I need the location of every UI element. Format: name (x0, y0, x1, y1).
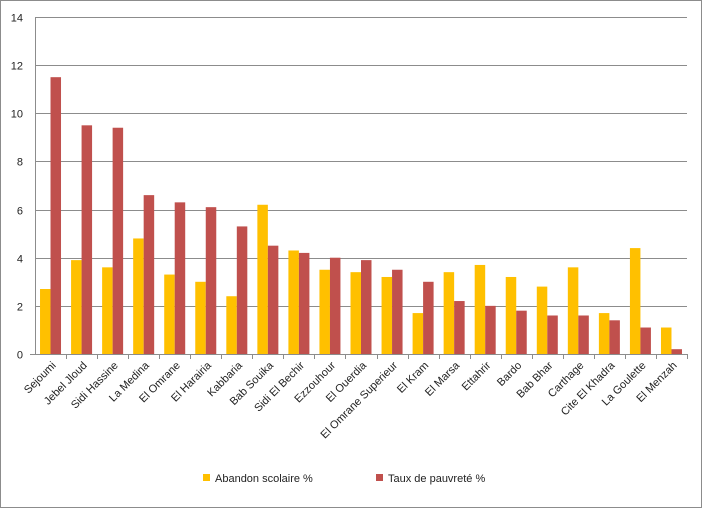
x-tick-label: Cite El Khadra (559, 359, 618, 418)
x-tick-label: Bardo (495, 360, 524, 389)
bar-taux-pauvrete-2 (112, 127, 124, 354)
axes (30, 17, 688, 359)
bar-taux-pauvrete-7 (267, 245, 279, 354)
bar-taux-pauvrete-1 (81, 125, 93, 354)
bar-taux-pauvrete-10 (361, 260, 372, 354)
y-tick-label: 10 (11, 109, 23, 121)
bar-taux-pauvrete-15 (516, 310, 527, 354)
bar-abandon-scolaire-18 (598, 313, 610, 354)
bar-abandon-scolaire-14 (474, 264, 486, 354)
legend-swatch-1 (376, 474, 383, 481)
bar-abandon-scolaire-0 (40, 289, 51, 354)
legend-swatch-0 (203, 474, 210, 481)
bar-abandon-scolaire-10 (350, 272, 361, 354)
bar-taux-pauvrete-9 (329, 257, 341, 354)
bar-abandon-scolaire-11 (381, 276, 393, 354)
bar-abandon-scolaire-15 (505, 276, 517, 354)
bar-taux-pauvrete-17 (578, 315, 589, 354)
y-tick-label: 8 (17, 157, 23, 169)
bar-abandon-scolaire-6 (226, 296, 237, 354)
bar-taux-pauvrete-8 (298, 252, 310, 354)
bar-abandon-scolaire-1 (71, 260, 82, 354)
bar-abandon-scolaire-5 (195, 281, 206, 354)
bar-taux-pauvrete-11 (392, 269, 403, 354)
bar-taux-pauvrete-19 (640, 327, 651, 354)
x-tick-label: Ettahrir (460, 359, 494, 393)
bar-abandon-scolaire-20 (660, 327, 672, 354)
x-tick-label: El Marsa (423, 359, 463, 399)
legend-label-1: Taux de pauvreté % (388, 473, 485, 485)
bar-taux-pauvrete-13 (454, 301, 465, 354)
bar-taux-pauvrete-4 (174, 202, 186, 354)
bar-taux-pauvrete-16 (547, 315, 558, 354)
bar-abandon-scolaire-13 (443, 272, 455, 354)
legend-label-0: Abandon scolaire % (215, 473, 313, 485)
bar-abandon-scolaire-4 (164, 274, 175, 354)
bar-abandon-scolaire-17 (567, 267, 579, 354)
bar-taux-pauvrete-6 (236, 226, 248, 354)
bar-taux-pauvrete-14 (485, 305, 496, 354)
bar-taux-pauvrete-5 (205, 207, 217, 354)
bar-abandon-scolaire-16 (536, 286, 548, 354)
y-tick-label: 0 (17, 350, 23, 362)
y-tick-label: 14 (11, 13, 23, 25)
bar-taux-pauvrete-3 (143, 195, 155, 354)
bar-abandon-scolaire-12 (412, 313, 424, 354)
y-tick-label: 4 (17, 254, 23, 266)
bar-taux-pauvrete-20 (671, 349, 682, 354)
bar-abandon-scolaire-19 (629, 248, 641, 354)
bars (40, 77, 682, 355)
y-tick-label: 2 (17, 302, 23, 314)
bar-taux-pauvrete-0 (50, 77, 62, 355)
bar-abandon-scolaire-7 (257, 204, 268, 354)
bar-abandon-scolaire-3 (133, 238, 144, 354)
bar-abandon-scolaire-9 (319, 269, 330, 354)
bar-taux-pauvrete-18 (609, 320, 620, 354)
bar-abandon-scolaire-2 (102, 267, 113, 354)
y-tick-labels: 0 2 4 6 8 10 12 14 (11, 13, 23, 362)
bar-abandon-scolaire-8 (288, 250, 299, 354)
bar-taux-pauvrete-12 (423, 281, 434, 354)
y-tick-label: 12 (11, 61, 23, 73)
legend: Abandon scolaire % Taux de pauvreté % (203, 473, 485, 485)
y-tick-label: 6 (17, 206, 23, 218)
